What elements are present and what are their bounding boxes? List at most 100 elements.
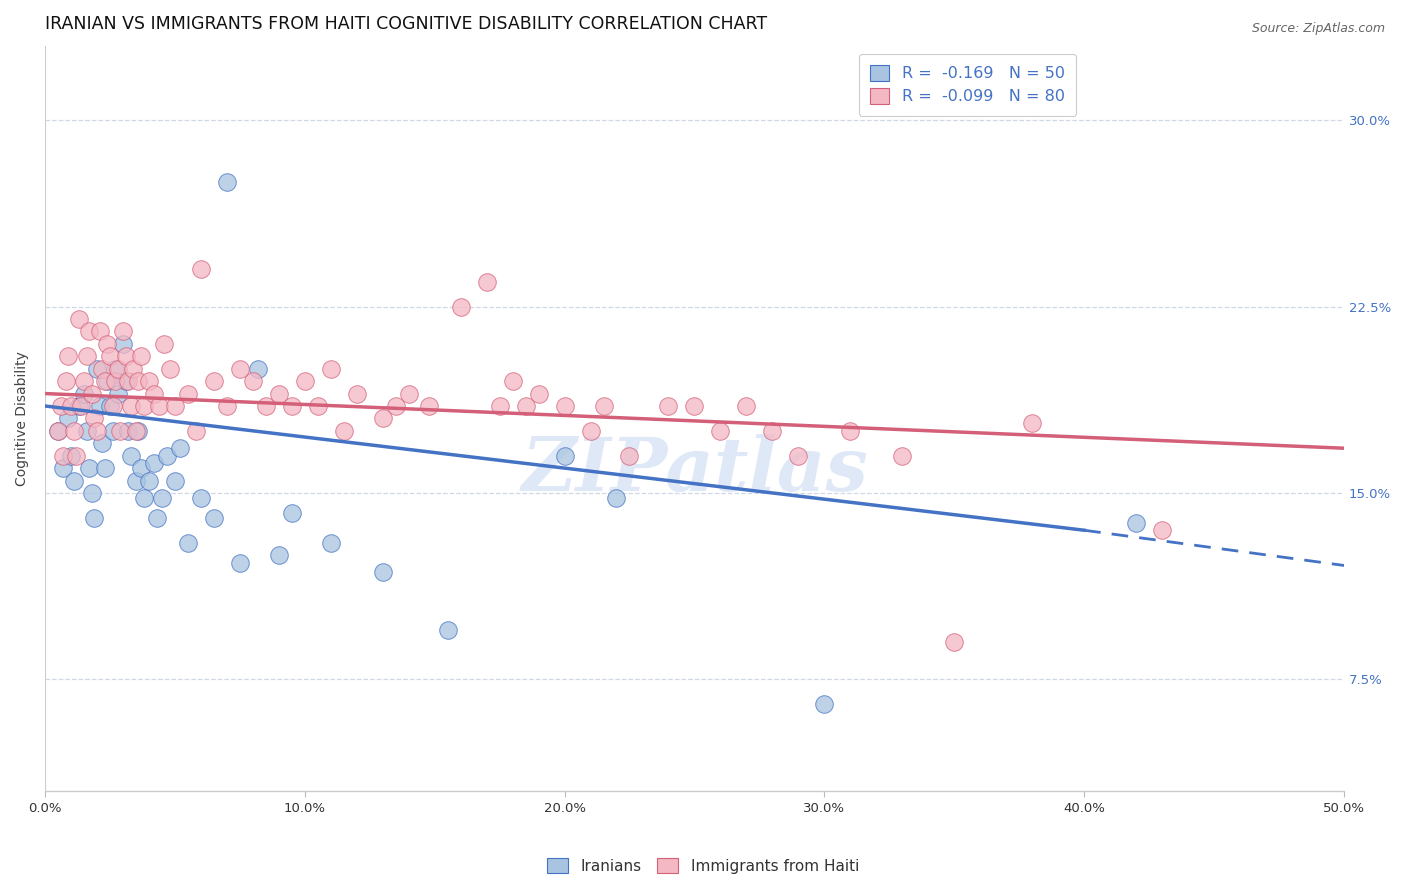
Point bbox=[554, 399, 576, 413]
Point bbox=[148, 399, 170, 413]
Point bbox=[128, 424, 150, 438]
Point bbox=[77, 325, 100, 339]
Legend: Iranians, Immigrants from Haiti: Iranians, Immigrants from Haiti bbox=[541, 852, 865, 880]
Point bbox=[384, 399, 406, 413]
Point bbox=[96, 336, 118, 351]
Point bbox=[73, 386, 96, 401]
Point bbox=[554, 449, 576, 463]
Point bbox=[117, 424, 139, 438]
Point bbox=[839, 424, 862, 438]
Point bbox=[125, 474, 148, 488]
Point bbox=[371, 411, 394, 425]
Point bbox=[246, 361, 269, 376]
Point bbox=[76, 424, 98, 438]
Legend: R =  -0.169   N = 50, R =  -0.099   N = 80: R = -0.169 N = 50, R = -0.099 N = 80 bbox=[859, 54, 1076, 116]
Point bbox=[80, 486, 103, 500]
Point bbox=[1150, 523, 1173, 537]
Point bbox=[242, 374, 264, 388]
Text: Source: ZipAtlas.com: Source: ZipAtlas.com bbox=[1251, 22, 1385, 36]
Point bbox=[398, 386, 420, 401]
Point bbox=[120, 399, 142, 413]
Point bbox=[229, 556, 252, 570]
Point bbox=[143, 456, 166, 470]
Point bbox=[156, 449, 179, 463]
Point bbox=[117, 374, 139, 388]
Point bbox=[202, 374, 225, 388]
Point bbox=[190, 262, 212, 277]
Point bbox=[70, 399, 93, 413]
Point bbox=[65, 449, 87, 463]
Point bbox=[418, 399, 440, 413]
Point bbox=[177, 535, 200, 549]
Point bbox=[138, 374, 160, 388]
Point bbox=[371, 566, 394, 580]
Point bbox=[943, 635, 966, 649]
Point bbox=[86, 424, 108, 438]
Point bbox=[332, 424, 354, 438]
Point bbox=[145, 510, 167, 524]
Point bbox=[46, 424, 69, 438]
Text: ZIPatlas: ZIPatlas bbox=[522, 434, 868, 507]
Point bbox=[527, 386, 550, 401]
Y-axis label: Cognitive Disability: Cognitive Disability bbox=[15, 351, 30, 486]
Point bbox=[169, 441, 191, 455]
Point bbox=[101, 399, 124, 413]
Point bbox=[346, 386, 368, 401]
Point bbox=[107, 361, 129, 376]
Point bbox=[787, 449, 810, 463]
Text: IRANIAN VS IMMIGRANTS FROM HAITI COGNITIVE DISABILITY CORRELATION CHART: IRANIAN VS IMMIGRANTS FROM HAITI COGNITI… bbox=[45, 15, 768, 33]
Point bbox=[163, 474, 186, 488]
Point bbox=[104, 374, 127, 388]
Point bbox=[93, 374, 115, 388]
Point bbox=[267, 548, 290, 562]
Point bbox=[98, 349, 121, 363]
Point bbox=[59, 449, 82, 463]
Point bbox=[76, 349, 98, 363]
Point bbox=[67, 312, 90, 326]
Point bbox=[281, 506, 304, 520]
Point bbox=[83, 510, 105, 524]
Point bbox=[62, 474, 84, 488]
Point bbox=[110, 424, 132, 438]
Point bbox=[254, 399, 277, 413]
Point bbox=[891, 449, 914, 463]
Point bbox=[58, 349, 80, 363]
Point bbox=[93, 461, 115, 475]
Point bbox=[129, 461, 152, 475]
Point bbox=[475, 275, 498, 289]
Point bbox=[86, 361, 108, 376]
Point bbox=[281, 399, 304, 413]
Point bbox=[143, 386, 166, 401]
Point bbox=[592, 399, 614, 413]
Point bbox=[125, 424, 148, 438]
Point bbox=[62, 424, 84, 438]
Point bbox=[91, 361, 114, 376]
Point bbox=[89, 399, 111, 413]
Point bbox=[215, 399, 238, 413]
Point bbox=[153, 336, 176, 351]
Point bbox=[128, 374, 150, 388]
Point bbox=[450, 300, 472, 314]
Point bbox=[111, 336, 134, 351]
Point bbox=[319, 535, 342, 549]
Point bbox=[163, 399, 186, 413]
Point bbox=[107, 386, 129, 401]
Point bbox=[184, 424, 207, 438]
Point bbox=[59, 399, 82, 413]
Point bbox=[114, 374, 136, 388]
Point bbox=[215, 175, 238, 189]
Point bbox=[150, 491, 173, 505]
Point bbox=[114, 349, 136, 363]
Point bbox=[83, 411, 105, 425]
Point bbox=[579, 424, 602, 438]
Point bbox=[138, 474, 160, 488]
Point bbox=[52, 449, 75, 463]
Point bbox=[605, 491, 627, 505]
Point bbox=[52, 461, 75, 475]
Point bbox=[77, 461, 100, 475]
Point bbox=[67, 399, 90, 413]
Point bbox=[132, 491, 155, 505]
Point bbox=[89, 325, 111, 339]
Point bbox=[96, 374, 118, 388]
Point bbox=[49, 399, 72, 413]
